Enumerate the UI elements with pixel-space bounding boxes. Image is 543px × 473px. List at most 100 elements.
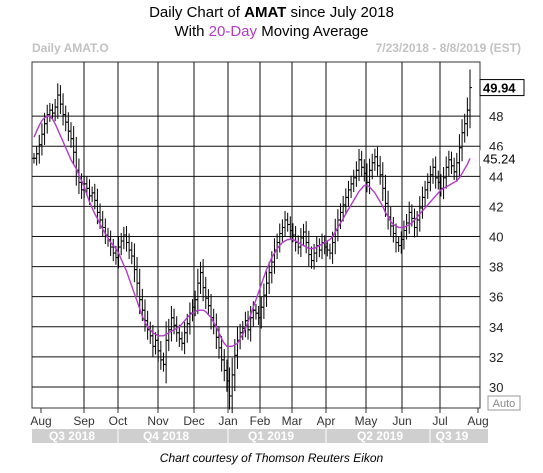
price-bar [378,155,383,185]
price-bar [232,339,237,392]
price-bar [230,357,235,414]
price-bar [359,150,364,177]
date-range-label: 7/23/2018 - 8/8/2019 (EST) [375,41,521,55]
title-suffix: since July 2018 [286,4,394,21]
price-bar [317,238,322,258]
price-bar [161,352,166,372]
price-bar [460,119,465,162]
y-tick-label: 30 [489,380,503,395]
price-bar [90,186,95,203]
price-bar [280,219,285,242]
y-tick-label: 34 [489,320,503,335]
price-bar [320,233,325,260]
price-bar [396,236,401,252]
price-bar [420,186,425,219]
price-bar [399,231,404,254]
subtitle-prefix: With [174,23,209,40]
title-line-2: With 20-Day Moving Average [0,22,543,41]
x-tick-label: Sep [73,414,95,428]
price-bar [121,226,126,250]
x-tick-label: Jul [432,414,447,428]
price-bar [58,85,63,115]
x-tick-label: Jan [218,414,237,428]
price-bar [391,216,396,243]
moving-average-line [33,115,471,347]
subtitle-ma-period: 20-Day [208,23,258,40]
price-bar [446,150,451,177]
y-tick-label: 42 [489,199,503,214]
price-bar [169,306,174,342]
price-bar [127,233,132,260]
quarter-label: Q2 2019 [357,429,403,443]
x-tick-label: Mar [282,414,303,428]
x-tick-label: Nov [147,414,168,428]
title-ticker: AMAT [244,4,287,21]
chart-caption: Chart courtesy of Thomson Reuters Eikon [159,451,384,465]
symbol-label: Daily AMAT.O [32,41,109,55]
auto-button[interactable] [487,395,521,411]
price-bar [293,225,298,252]
price-bar [209,293,214,330]
price-bar [375,146,380,176]
price-bar [61,93,66,126]
price-bar [34,146,39,166]
price-bar [74,136,79,186]
last-ma-tag [480,150,524,167]
price-bar [412,208,417,238]
plot-frame [31,61,481,409]
price-bar [53,99,58,122]
price-bar [39,123,44,156]
title-line-1: Daily Chart of AMAT since July 2018 [0,3,543,22]
price-bar [346,180,351,207]
price-bar [253,303,258,320]
price-bar [468,69,472,129]
quarter-label: Q3 19 [436,429,469,443]
x-tick-label: Apr [317,414,336,428]
subtitle-suffix: Moving Average [257,23,369,40]
price-bar [351,169,356,192]
price-bar [132,243,137,283]
price-bar [45,104,50,134]
price-bar [441,167,446,200]
price-bar [425,173,430,199]
x-tick-label: Oct [109,414,128,428]
price-bar [327,243,332,260]
price-bar [148,321,153,344]
price-bar [55,83,60,119]
price-bar [394,223,399,253]
price-bar [296,235,301,255]
quarter-label: Q1 2019 [248,429,294,443]
price-bar [423,180,428,207]
x-tick-label: Aug [30,414,51,428]
price-bar [431,158,436,184]
price-bar [187,302,192,335]
price-series [32,69,472,414]
price-bar [465,97,470,137]
price-bar [111,238,116,262]
price-bar [372,148,377,171]
price-bar [235,326,240,369]
price-bar [428,165,433,192]
price-bar [222,349,227,382]
price-bar [37,134,42,164]
last-price-label: 49.94 [483,81,516,96]
price-bar [150,324,155,358]
price-bar [124,225,129,252]
price-bar [444,156,449,189]
price-bar [309,246,314,269]
price-bar [261,283,266,319]
title-prefix: Daily Chart of [149,4,245,21]
quarter-band [32,429,488,443]
y-tick-label: 32 [489,350,503,365]
price-bar [314,236,319,263]
auto-button-label[interactable]: Auto [493,398,516,410]
price-bar [457,134,462,177]
y-tick-label: 48 [489,109,503,124]
price-bar [285,212,290,232]
price-bar [158,340,163,370]
price-bar [301,223,306,247]
x-tick-label: Dec [183,414,204,428]
quarter-label: Q4 2018 [143,429,189,443]
y-tick-label: 40 [489,230,503,245]
